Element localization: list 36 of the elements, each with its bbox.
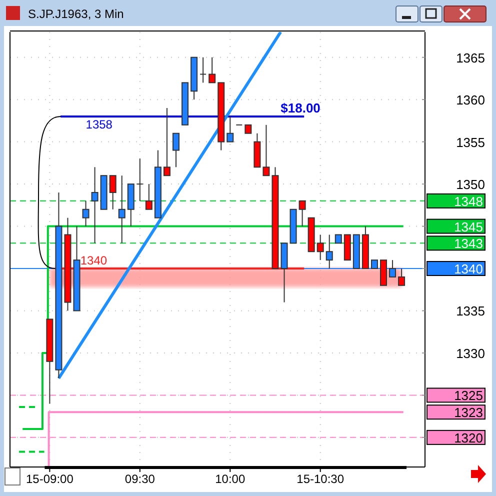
candlestick <box>200 56 207 84</box>
x-tick-label: 15-10:30 <box>296 472 344 486</box>
ref-line-label: 1320 <box>454 430 483 446</box>
ref-line-label: 1348 <box>454 194 483 209</box>
x-tick-label: 15-09:00 <box>26 472 74 486</box>
legend-label: 1323 <box>454 405 483 420</box>
annotation: 1340 <box>80 254 108 268</box>
x-tick-label: 10:00 <box>215 472 246 486</box>
candlestick <box>172 132 180 168</box>
y-tick-label: 1360 <box>456 92 485 108</box>
legend-label: 1345 <box>454 219 483 234</box>
candlestick <box>109 175 116 210</box>
candlestick <box>136 158 144 202</box>
candlestick <box>208 56 216 84</box>
y-tick-label: 1365 <box>456 50 485 66</box>
candlestick <box>226 116 234 142</box>
y-tick-label: 1355 <box>456 134 485 150</box>
candlestick <box>298 200 306 227</box>
candlestick <box>262 124 270 176</box>
ref-line-label: 1325 <box>454 388 483 404</box>
candlestick <box>316 234 324 261</box>
ref-line-label: 1343 <box>454 236 483 252</box>
annotation: $18.00 <box>280 100 320 116</box>
candlestick <box>163 108 170 176</box>
candlestick <box>82 200 90 227</box>
annotation: 1358 <box>86 117 113 132</box>
candlestick <box>145 184 152 210</box>
candlestick <box>398 268 406 286</box>
chart-title: S.JP.J1963, 3 Min <box>28 7 124 21</box>
y-tick-label: 1350 <box>456 177 485 192</box>
ref-line-label: 1340 <box>454 262 483 277</box>
candlestick <box>118 175 126 244</box>
candlestick <box>91 166 98 244</box>
y-tick-label: 1330 <box>456 346 485 361</box>
x-tick-label: 09:30 <box>124 472 156 486</box>
y-tick-label: 1335 <box>456 304 485 319</box>
